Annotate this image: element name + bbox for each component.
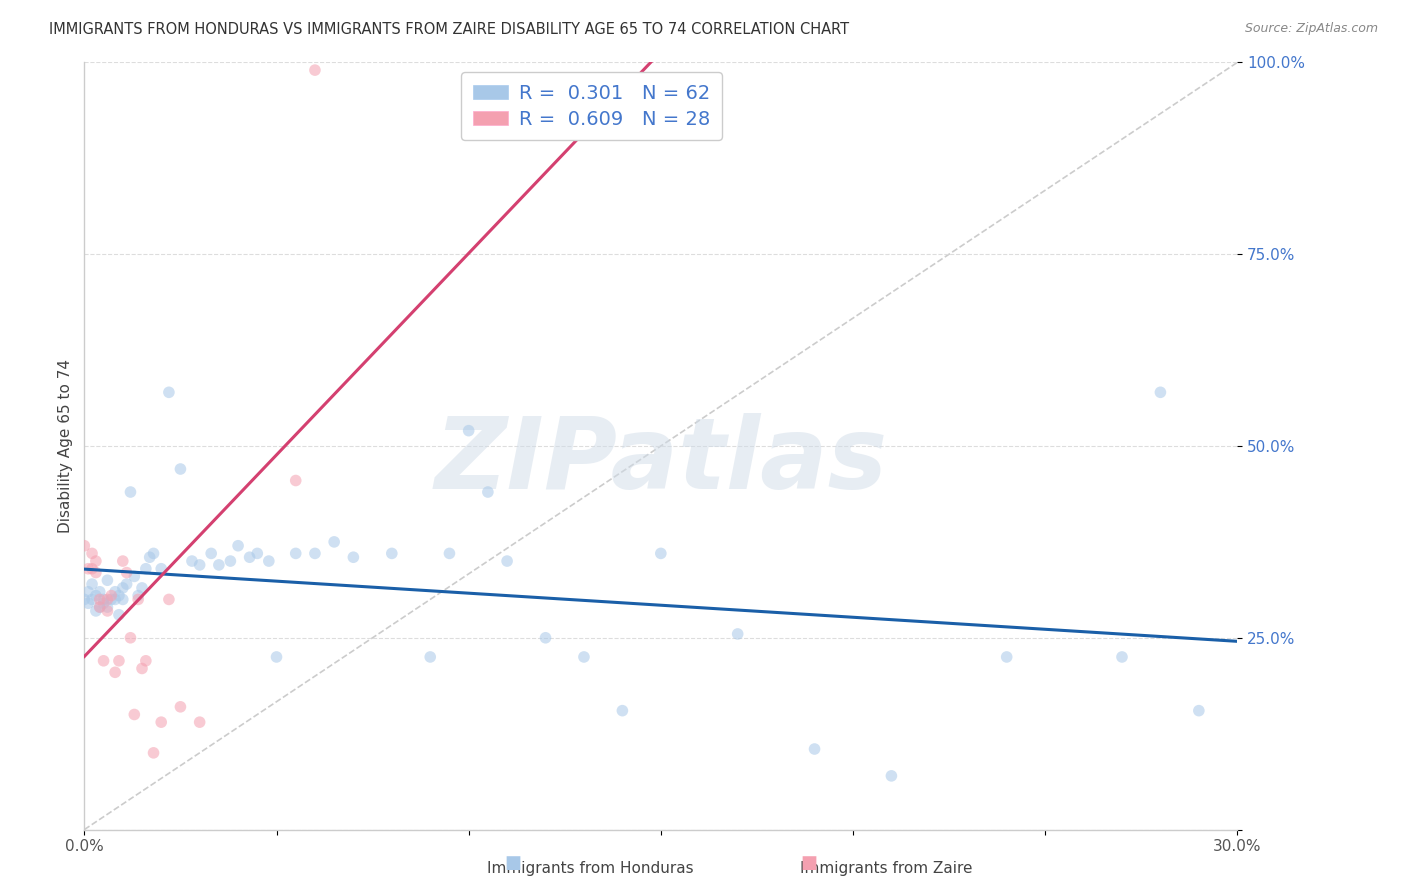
Point: [284, 546, 307, 560]
Point: [115, 566, 138, 580]
Point: [80, 562, 103, 576]
Point: [135, 562, 157, 576]
Point: [89, 584, 111, 599]
Point: [1111, 649, 1133, 664]
Point: [127, 592, 149, 607]
Point: [135, 654, 157, 668]
Point: [80, 592, 103, 607]
Point: [142, 546, 165, 560]
Point: [246, 546, 269, 560]
Point: [77, 584, 100, 599]
Point: [104, 665, 127, 680]
Point: [77, 596, 100, 610]
Point: [108, 589, 131, 603]
Point: [96, 600, 118, 615]
Point: [477, 485, 499, 500]
Point: [96, 573, 118, 587]
Point: [96, 592, 118, 607]
Point: [150, 715, 173, 730]
Point: [169, 699, 191, 714]
Point: [188, 715, 211, 730]
Point: [188, 558, 211, 572]
Point: [803, 742, 825, 756]
Point: [89, 592, 111, 607]
Point: [304, 63, 326, 78]
Point: [73, 592, 96, 607]
Text: ■: ■: [505, 855, 522, 872]
Point: [995, 649, 1018, 664]
Legend: R =  0.301   N = 62, R =  0.609   N = 28: R = 0.301 N = 62, R = 0.609 N = 28: [461, 72, 723, 140]
Point: [157, 385, 180, 400]
Point: [419, 649, 441, 664]
Text: ZIPatlas: ZIPatlas: [434, 413, 887, 510]
Point: [80, 577, 103, 591]
Point: [181, 554, 204, 568]
Point: [1149, 385, 1171, 400]
Point: [457, 424, 479, 438]
Point: [381, 546, 404, 560]
Point: [650, 546, 672, 560]
Point: [200, 546, 222, 560]
Point: [111, 592, 134, 607]
Point: [439, 546, 461, 560]
Point: [304, 546, 326, 560]
Point: [93, 596, 115, 610]
Point: [108, 607, 131, 622]
Point: [257, 554, 280, 568]
Point: [84, 554, 107, 568]
Text: Immigrants from Zaire: Immigrants from Zaire: [800, 861, 972, 876]
Point: [77, 562, 100, 576]
Point: [131, 661, 153, 675]
Point: [111, 581, 134, 595]
Point: [104, 584, 127, 599]
Point: [84, 604, 107, 618]
Point: [84, 566, 107, 580]
Point: [142, 746, 165, 760]
Text: ■: ■: [800, 855, 817, 872]
Point: [727, 627, 749, 641]
Point: [534, 631, 557, 645]
Point: [100, 592, 122, 607]
Y-axis label: Disability Age 65 to 74: Disability Age 65 to 74: [58, 359, 73, 533]
Point: [169, 462, 191, 476]
Point: [612, 704, 634, 718]
Text: IMMIGRANTS FROM HONDURAS VS IMMIGRANTS FROM ZAIRE DISABILITY AGE 65 TO 74 CORREL: IMMIGRANTS FROM HONDURAS VS IMMIGRANTS F…: [49, 22, 849, 37]
Point: [226, 539, 249, 553]
Point: [124, 569, 146, 583]
Point: [266, 649, 288, 664]
Point: [73, 539, 96, 553]
Point: [89, 600, 111, 615]
Point: [89, 600, 111, 615]
Point: [572, 649, 595, 664]
Text: Source: ZipAtlas.com: Source: ZipAtlas.com: [1244, 22, 1378, 36]
Point: [239, 550, 262, 565]
Point: [115, 577, 138, 591]
Point: [124, 707, 146, 722]
Point: [131, 581, 153, 595]
Point: [104, 592, 127, 607]
Point: [93, 592, 115, 607]
Point: [111, 554, 134, 568]
Point: [284, 474, 307, 488]
Point: [496, 554, 519, 568]
Point: [138, 550, 160, 565]
Point: [120, 485, 142, 500]
Point: [1188, 704, 1211, 718]
Point: [880, 769, 903, 783]
Point: [108, 654, 131, 668]
Point: [120, 631, 142, 645]
Point: [342, 550, 364, 565]
Point: [127, 589, 149, 603]
Point: [150, 562, 173, 576]
Point: [84, 589, 107, 603]
Point: [157, 592, 180, 607]
Text: Immigrants from Honduras: Immigrants from Honduras: [488, 861, 693, 876]
Point: [208, 558, 231, 572]
Point: [80, 546, 103, 560]
Point: [96, 604, 118, 618]
Point: [100, 589, 122, 603]
Point: [219, 554, 242, 568]
Point: [93, 654, 115, 668]
Point: [323, 534, 346, 549]
